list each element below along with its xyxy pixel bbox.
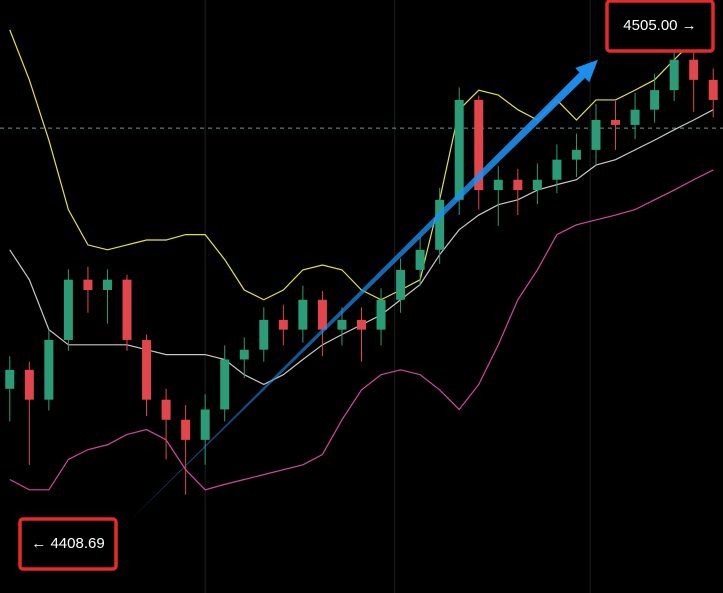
candle-body <box>513 179 523 191</box>
candle-body <box>83 279 93 290</box>
candle-body <box>396 269 406 300</box>
highlight-box <box>18 517 118 571</box>
candle-body <box>552 159 562 180</box>
candle-body <box>357 319 366 330</box>
candle-body <box>689 59 699 80</box>
band-line <box>9 169 714 491</box>
candle-body <box>532 179 542 191</box>
candle-body <box>591 120 601 150</box>
highlight-box <box>605 0 715 53</box>
candle-body <box>181 419 191 440</box>
candle-body <box>259 319 269 350</box>
candle-body <box>102 279 112 290</box>
trend-arrow <box>127 59 598 523</box>
candle-body <box>650 90 660 110</box>
candle-body <box>239 349 249 360</box>
candle-body <box>571 149 581 160</box>
candle-body <box>611 120 621 125</box>
price-label: 4505.00 → <box>623 17 696 34</box>
candle-body <box>337 319 347 330</box>
candle-body <box>474 99 484 191</box>
candle-body <box>708 79 718 100</box>
candle-body <box>278 319 288 330</box>
candle-body <box>142 339 152 400</box>
candle-body <box>298 299 308 330</box>
candle-body <box>5 369 15 389</box>
candle-body <box>63 279 73 340</box>
candle-body <box>454 99 464 200</box>
candle-body <box>220 359 230 410</box>
candle-body <box>415 249 425 270</box>
candle-body <box>161 399 171 420</box>
candle-body <box>317 299 327 330</box>
candle-body <box>376 299 386 330</box>
price-label: ← 4408.69 <box>31 535 104 552</box>
candle-body <box>669 59 679 91</box>
candle-body <box>200 409 210 440</box>
candle-body <box>44 339 54 400</box>
candle-body <box>24 369 34 400</box>
candle-body <box>122 279 132 340</box>
candle-body <box>630 109 640 125</box>
candle-body <box>435 199 445 250</box>
candle-body <box>493 179 503 191</box>
